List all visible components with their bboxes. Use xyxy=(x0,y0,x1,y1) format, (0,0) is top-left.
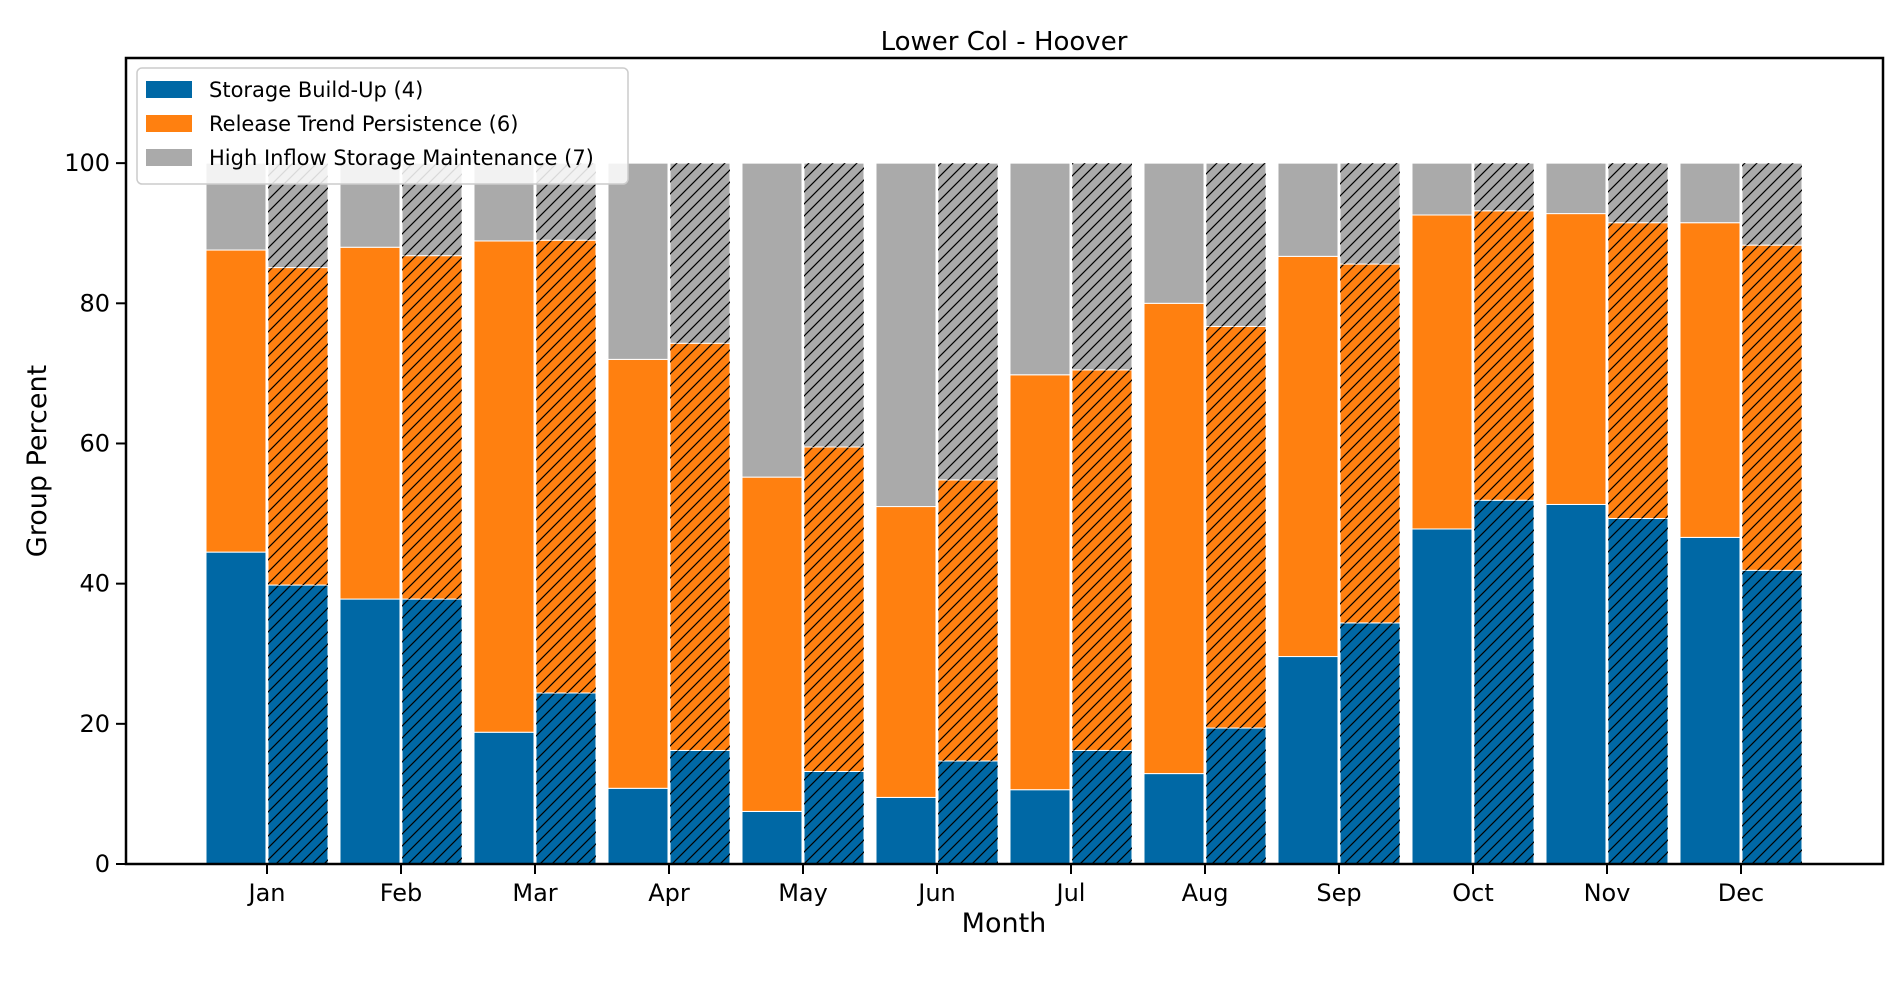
hatch-overlay-sep-series-2 xyxy=(1340,264,1400,623)
x-tick-label: Mar xyxy=(512,879,557,907)
bar-aug-solid-series-3 xyxy=(1143,162,1205,304)
hatch-overlay-jun-series-3 xyxy=(938,163,998,480)
hatch-overlay-dec-series-1 xyxy=(1742,570,1802,864)
hatch-overlay-nov-series-2 xyxy=(1608,222,1668,519)
bar-dec-solid-series-2 xyxy=(1679,222,1741,538)
hatch-overlay-may-series-3 xyxy=(804,163,864,447)
hatch-overlay-jan-series-2 xyxy=(268,267,328,586)
hatch-overlay-oct-series-1 xyxy=(1474,500,1534,864)
legend-swatch xyxy=(146,115,192,132)
bar-apr-solid-series-3 xyxy=(607,162,669,360)
bar-dec-solid-series-1 xyxy=(1679,536,1741,865)
hatch-overlay-may-series-1 xyxy=(804,771,864,864)
x-tick-label: Jul xyxy=(1055,879,1086,907)
hatch-overlay-mar-series-2 xyxy=(536,240,596,693)
hatch-overlay-jul-series-2 xyxy=(1072,369,1132,751)
hatch-overlay-apr-series-2 xyxy=(670,343,730,751)
bar-jul-solid-series-3 xyxy=(1009,162,1071,376)
hatch-overlay-nov-series-1 xyxy=(1608,518,1668,864)
bar-oct-solid-series-1 xyxy=(1411,528,1473,865)
bar-jan-solid-series-1 xyxy=(205,551,267,865)
bar-sep-solid-series-2 xyxy=(1277,255,1339,658)
hatch-overlay-jan-series-1 xyxy=(268,585,328,864)
bar-jan-solid-series-2 xyxy=(205,249,267,553)
x-tick-label: Jan xyxy=(247,879,286,907)
y-tick-label: 100 xyxy=(64,149,110,177)
bar-jul-solid-series-2 xyxy=(1009,374,1071,791)
bar-jun-solid-series-1 xyxy=(875,796,937,865)
chart-title: Lower Col - Hoover xyxy=(881,27,1128,57)
bar-oct-solid-series-2 xyxy=(1411,214,1473,530)
hatch-overlay-sep-series-1 xyxy=(1340,622,1400,864)
ticks-layer: Jan Feb Mar Apr May Jun Jul Aug Sep Oct Nov Dec 0 20 4… xyxy=(64,149,1764,907)
legend-entry-label: Release Trend Persistence (6) xyxy=(209,112,518,136)
bar-oct-solid-series-3 xyxy=(1411,162,1473,216)
y-tick-label: 40 xyxy=(79,570,110,598)
x-tick-label: Jun xyxy=(916,879,956,907)
x-tick-label: Dec xyxy=(1718,879,1764,907)
bar-nov-solid-series-1 xyxy=(1545,503,1607,865)
hatch-overlay-dec-series-2 xyxy=(1742,245,1802,571)
hatch-overlay-aug-series-2 xyxy=(1206,326,1266,729)
bar-jun-solid-series-2 xyxy=(875,506,937,798)
hatch-overlay-nov-series-3 xyxy=(1608,163,1668,223)
bar-sep-solid-series-3 xyxy=(1277,162,1339,257)
legend-swatch xyxy=(146,81,192,98)
legend-entry-label: High Inflow Storage Maintenance (7) xyxy=(209,146,594,170)
hatch-overlay-jun-series-1 xyxy=(938,760,998,864)
x-tick-label: Apr xyxy=(648,879,690,907)
x-tick-label: May xyxy=(778,879,828,907)
y-axis-label: Group Percent xyxy=(22,365,53,557)
x-tick-label: Sep xyxy=(1316,879,1361,907)
bar-may-solid-series-3 xyxy=(741,162,803,478)
legend-entry-label: Storage Build-Up (4) xyxy=(209,78,423,102)
y-tick-label: 20 xyxy=(79,710,110,738)
x-tick-label: Feb xyxy=(380,879,423,907)
bar-feb-solid-series-1 xyxy=(339,598,401,865)
bars-layer xyxy=(205,162,1803,865)
hatch-overlay-aug-series-3 xyxy=(1206,163,1266,327)
legend: Storage Build-Up (4) Release Trend Persis… xyxy=(136,67,629,185)
x-tick-label: Nov xyxy=(1584,879,1631,907)
y-tick-label: 0 xyxy=(95,850,110,878)
bar-aug-solid-series-1 xyxy=(1143,773,1205,865)
legend-box xyxy=(136,67,629,185)
bar-may-solid-series-1 xyxy=(741,810,803,865)
hatch-overlay-apr-series-1 xyxy=(670,750,730,864)
legend-swatch xyxy=(146,149,192,166)
x-axis-label: Month xyxy=(962,908,1047,939)
y-tick-label: 80 xyxy=(79,289,110,317)
bar-mar-solid-series-2 xyxy=(473,240,535,733)
x-tick-label: Aug xyxy=(1182,879,1229,907)
hatch-overlay-sep-series-3 xyxy=(1340,163,1400,265)
bar-apr-solid-series-1 xyxy=(607,787,669,865)
bar-aug-solid-series-2 xyxy=(1143,302,1205,775)
hatch-overlay-feb-series-1 xyxy=(402,599,462,864)
bar-sep-solid-series-1 xyxy=(1277,656,1339,865)
bar-may-solid-series-2 xyxy=(741,476,803,812)
bar-nov-solid-series-3 xyxy=(1545,162,1607,215)
hatch-overlay-jul-series-3 xyxy=(1072,163,1132,370)
hatch-overlay-mar-series-1 xyxy=(536,692,596,864)
hatch-overlay-oct-series-3 xyxy=(1474,163,1534,211)
bar-mar-solid-series-1 xyxy=(473,731,535,865)
hatch-overlay-may-series-2 xyxy=(804,446,864,772)
bar-jul-solid-series-1 xyxy=(1009,789,1071,865)
bar-apr-solid-series-2 xyxy=(607,358,669,789)
plot-frame xyxy=(124,56,1885,866)
hatch-overlay-aug-series-1 xyxy=(1206,728,1266,864)
y-tick-label: 60 xyxy=(79,429,110,457)
hatch-overlay-jul-series-1 xyxy=(1072,750,1132,864)
x-tick-label: Oct xyxy=(1452,879,1494,907)
bar-dec-solid-series-3 xyxy=(1679,162,1741,224)
hatch-overlay-apr-series-3 xyxy=(670,163,730,344)
bar-jun-solid-series-3 xyxy=(875,162,937,508)
hatch-overlay-oct-series-2 xyxy=(1474,210,1534,501)
hatch-overlay-feb-series-2 xyxy=(402,255,462,600)
bar-feb-solid-series-2 xyxy=(339,246,401,600)
bar-nov-solid-series-2 xyxy=(1545,213,1607,505)
hatch-overlay-jun-series-2 xyxy=(938,479,998,761)
hatch-overlay-dec-series-3 xyxy=(1742,163,1802,246)
